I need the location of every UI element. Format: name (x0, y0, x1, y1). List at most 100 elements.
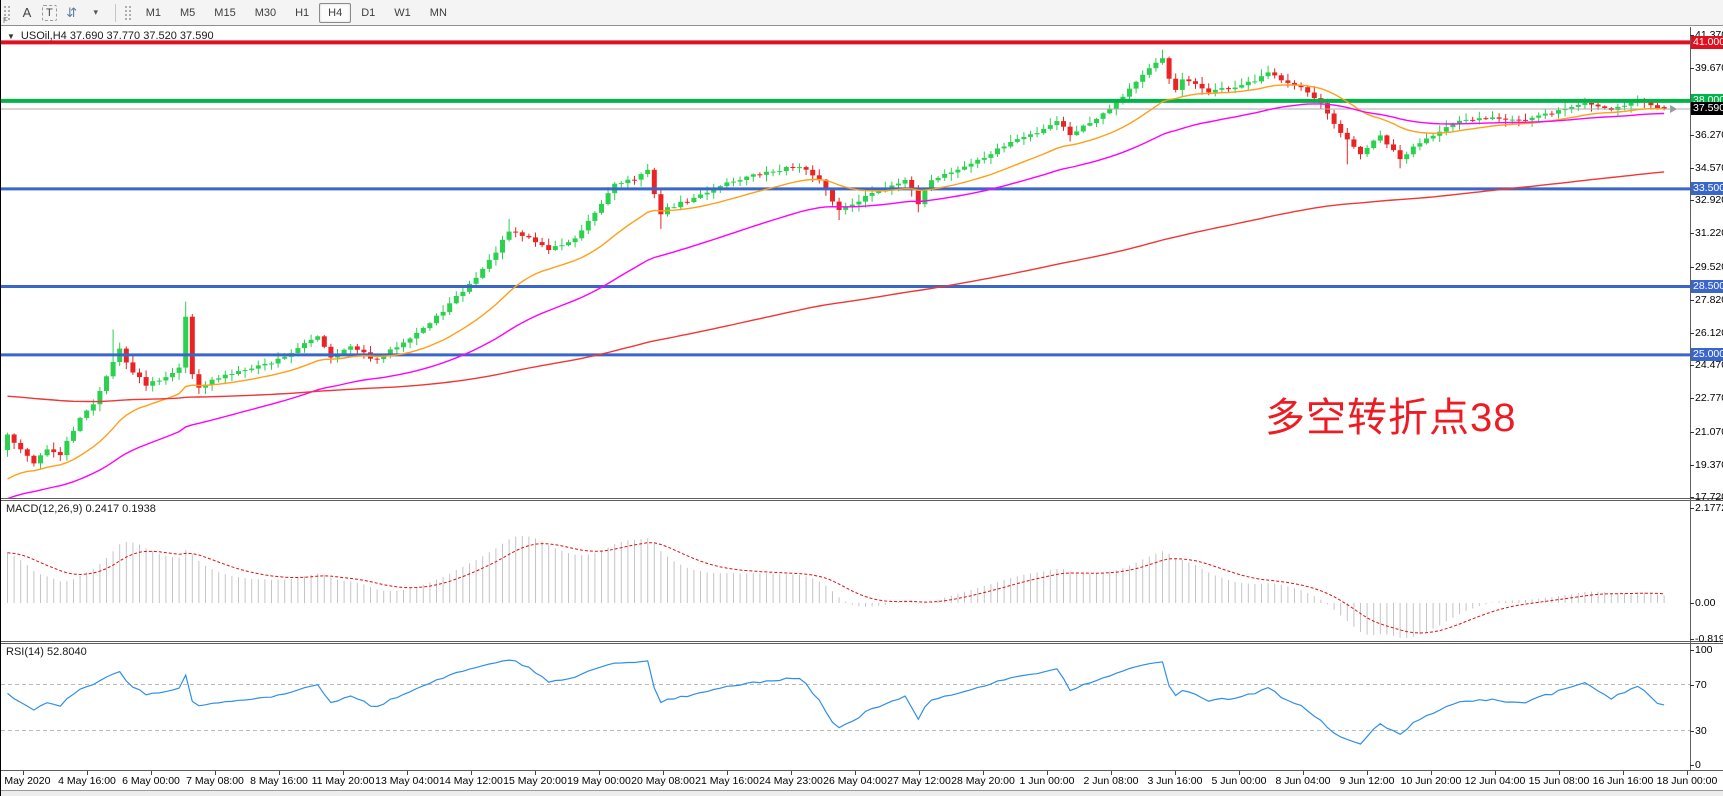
timeframe-button-m5[interactable]: M5 (180, 6, 196, 19)
price-axis-tick (1690, 267, 1694, 268)
time-axis-label: 5 Jun 00:00 (1211, 775, 1267, 787)
timeframe-button-h1[interactable]: H1 (295, 6, 310, 19)
symbol-ohlc-title: USOil,H4 37.690 37.770 37.520 37.590 (20, 30, 214, 42)
price-axis-label: 32.920 (1695, 194, 1723, 206)
price-axis-label: 17.720 (1695, 491, 1723, 503)
price-axis-label: 19.370 (1695, 459, 1723, 471)
macd-axis-label: 2.1772 (1695, 502, 1723, 514)
time-axis-label: 7 May 08:00 (186, 775, 244, 787)
timeframe-button-d1[interactable]: D1 (361, 6, 376, 19)
timeframe-button-mn[interactable]: MN (429, 6, 447, 19)
chart-annotation-text: 多空转折点38 (1265, 396, 1517, 440)
price-axis-tick (1690, 333, 1694, 334)
time-axis-label: 3 Jun 16:00 (1147, 775, 1203, 787)
tool-dropdown-caret[interactable]: ▾ (93, 7, 98, 17)
text-tool-button[interactable]: A (22, 5, 32, 20)
price-level-badge: 28.500 (1691, 280, 1723, 293)
panel-separator[interactable] (1, 498, 1723, 499)
time-axis-tick (23, 771, 24, 775)
time-axis-tick (791, 771, 792, 775)
rsi-axis-label: 70 (1695, 679, 1707, 691)
time-axis-label: 26 May 04:00 (823, 775, 887, 787)
time-axis-tick (343, 771, 344, 775)
time-axis-label: 15 Jun 08:00 (1528, 775, 1590, 787)
price-axis-label: 36.270 (1695, 129, 1723, 141)
rsi-axis-tick (1690, 650, 1694, 651)
time-axis-tick (855, 771, 856, 775)
time-axis-tick (1495, 771, 1496, 775)
time-axis-tick (215, 771, 216, 775)
timeframe-button-m15[interactable]: M15 (214, 6, 236, 19)
price-axis-label: 27.820 (1695, 294, 1723, 306)
price-axis-tick (1690, 398, 1694, 399)
time-axis-label: 15 May 20:00 (503, 775, 567, 787)
panel-separator[interactable] (1, 641, 1723, 642)
price-axis-label: 21.070 (1695, 426, 1723, 438)
time-axis-tick (151, 771, 152, 775)
panel-separator (1, 500, 1723, 501)
label-tool-button[interactable]: T (42, 4, 57, 21)
time-axis-label: 1 Jun 00:00 (1019, 775, 1075, 787)
timeframe-toolbar-grip[interactable] (123, 4, 133, 21)
time-axis-tick (599, 771, 600, 775)
time-axis-label: 12 Jun 04:00 (1464, 775, 1526, 787)
time-axis-label: 14 May 12:00 (439, 775, 503, 787)
time-axis-label: 13 May 04:00 (375, 775, 439, 787)
timeframe-button-m1[interactable]: M1 (145, 6, 162, 19)
time-axis-tick (983, 771, 984, 775)
level-lines-layer (1, 40, 1690, 357)
current-price-badge: 37.590 (1691, 102, 1723, 115)
chart-title-row: ▼ USOil,H4 37.690 37.770 37.520 37.590 (7, 30, 214, 42)
rsi-axis-tick (1690, 685, 1694, 686)
timeframe-button-m30[interactable]: M30 (254, 6, 277, 19)
rsi-axis-tick (1690, 765, 1694, 766)
time-axis-label: 24 May 23:00 (759, 775, 823, 787)
time-axis-label: 18 Jun 00:00 (1656, 775, 1718, 787)
time-axis-tick (1623, 771, 1624, 775)
macd-axis-label: 0.00 (1695, 597, 1716, 609)
symbol-dropdown-icon[interactable]: ▼ (7, 31, 15, 41)
price-axis-tick (1690, 35, 1694, 36)
time-axis-label: 16 Jun 16:00 (1592, 775, 1654, 787)
time-axis-tick (535, 771, 536, 775)
time-axis-tick (1175, 771, 1176, 775)
time-axis-label: 21 May 16:00 (695, 775, 759, 787)
timeframe-button-w1[interactable]: W1 (394, 6, 411, 19)
window-bottom-strip (1, 790, 1723, 796)
price-axis-label: 26.120 (1695, 327, 1723, 339)
time-axis-tick (1367, 771, 1368, 775)
medium-ma-line (7, 103, 1665, 498)
time-axis-label: 10 Jun 20:00 (1400, 775, 1462, 787)
time-axis-tick (1111, 771, 1112, 775)
rsi-axis-label: 100 (1695, 644, 1713, 656)
toolbar-grip[interactable]: F (3, 4, 12, 25)
time-axis-tick (1687, 771, 1688, 775)
arrows-tool-button[interactable]: ⇵ (66, 4, 78, 20)
time-axis-tick (1431, 771, 1432, 775)
time-axis-label: 11 May 20:00 (311, 775, 375, 787)
price-axis-label: 24.470 (1695, 359, 1723, 371)
timeframe-button-h4[interactable]: H4 (319, 2, 352, 23)
time-axis-tick (919, 771, 920, 775)
price-axis-tick (1690, 135, 1694, 136)
time-axis-label: 2 Jun 08:00 (1083, 775, 1139, 787)
macd-axis-label: -0.819 (1695, 633, 1723, 645)
price-axis-tick (1690, 168, 1694, 169)
toolbar: F A T ⇵ ▾ M1 M5 M15 M30 H1 H4 D1 W1 MN (1, 0, 1723, 26)
time-axis-label: 27 May 12:00 (887, 775, 951, 787)
price-axis-label: 29.520 (1695, 261, 1723, 273)
price-axis-tick (1690, 432, 1694, 433)
toolbar-separator (114, 3, 116, 22)
price-axis-label: 22.770 (1695, 392, 1723, 404)
macd-label: MACD(12,26,9) 0.2417 0.1938 (6, 503, 156, 515)
time-axis-label: 20 May 08:00 (631, 775, 695, 787)
macd-indicator-canvas[interactable] (1, 501, 1690, 640)
macd-axis-tick (1690, 603, 1694, 604)
time-axis-label: 8 May 16:00 (250, 775, 308, 787)
time-axis-tick (471, 771, 472, 775)
rsi-indicator-canvas[interactable] (1, 644, 1690, 770)
moving-averages-layer (7, 84, 1665, 498)
rsi-axis-label: 0 (1695, 759, 1701, 771)
price-axis-label: 31.220 (1695, 227, 1723, 239)
main-chart-canvas[interactable] (1, 27, 1690, 498)
